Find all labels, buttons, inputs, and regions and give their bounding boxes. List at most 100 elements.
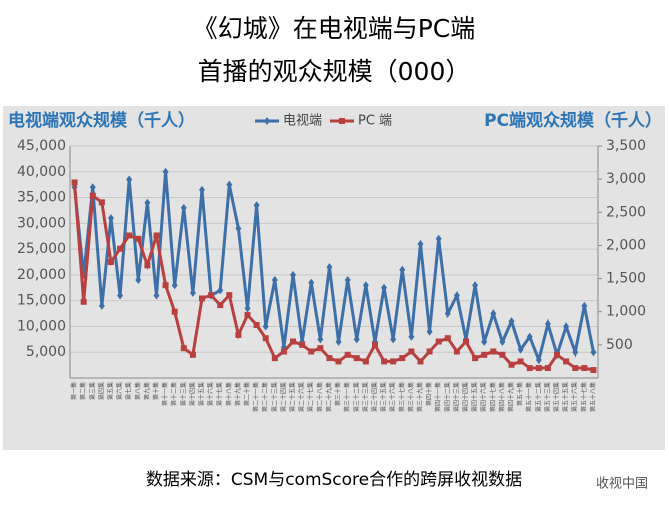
data-point — [244, 304, 251, 313]
data-point — [581, 365, 588, 372]
x-tick-label: 第三集 — [88, 382, 96, 400]
data-point — [426, 327, 433, 336]
data-point — [499, 351, 506, 358]
x-tick-label: 第二集 — [79, 382, 87, 400]
data-point — [381, 358, 388, 365]
data-point — [408, 348, 415, 355]
data-point — [563, 322, 570, 331]
data-point — [199, 295, 205, 302]
y-tick-label: 10,000 — [17, 318, 66, 334]
data-point — [472, 281, 479, 290]
data-point — [317, 345, 324, 352]
x-tick-label: 第二十四集 — [279, 382, 287, 412]
data-point — [126, 232, 133, 239]
y-tick-label: 20,000 — [17, 267, 66, 283]
data-point — [326, 263, 333, 272]
x-tick-label: 第十二集 — [170, 382, 178, 406]
data-point — [490, 309, 497, 318]
data-point — [535, 365, 542, 372]
x-tick-label: 第三十二集 — [352, 382, 360, 412]
x-tick-label: 第四十三集 — [452, 382, 460, 412]
data-point — [481, 351, 488, 358]
data-point — [89, 183, 96, 192]
x-tick-label: 第三十四集 — [370, 382, 378, 412]
x-tick-label: 第三十六集 — [389, 382, 397, 412]
x-tick-label: 第二十七集 — [307, 382, 315, 412]
x-tick-label: 第五十四集 — [553, 382, 561, 412]
data-point — [299, 341, 306, 348]
x-tick-label: 第五十六集 — [571, 382, 579, 412]
x-tick-label: 第三十八集 — [407, 382, 415, 412]
chart-subtitle: 首播的观众规模（000） — [198, 57, 471, 86]
y2-tick-label: 3,000 — [606, 171, 646, 187]
data-point — [435, 338, 442, 345]
data-point — [544, 319, 551, 328]
data-point — [135, 235, 142, 242]
y2-tick-label: 3,500 — [606, 138, 646, 154]
x-tick-label: 第七集 — [125, 382, 133, 400]
data-point — [326, 355, 333, 362]
data-point — [572, 348, 579, 357]
data-point — [517, 358, 524, 365]
y-tick-label: 45,000 — [17, 138, 66, 154]
data-point — [381, 283, 388, 292]
data-point — [399, 355, 406, 362]
x-tick-label: 第十九集 — [234, 382, 242, 406]
data-point — [353, 335, 360, 344]
x-tick-label: 第四十集 — [425, 382, 433, 406]
source-note: 数据来源：CSM与comScore合作的跨屏收视数据 — [146, 470, 522, 490]
data-point — [554, 351, 561, 358]
data-point — [444, 309, 451, 318]
chart-title: 《幻城》在电视端与PC端 — [193, 14, 476, 43]
data-point — [590, 367, 597, 374]
data-point — [271, 355, 278, 362]
x-tick-label: 第二十八集 — [316, 382, 324, 412]
data-point — [144, 262, 151, 269]
y-axis-title: 电视端观众规模（千人） — [8, 110, 195, 131]
data-point — [226, 180, 233, 189]
x-tick-label: 第五十七集 — [580, 382, 588, 412]
data-point — [390, 358, 397, 365]
legend-label: PC 端 — [358, 114, 392, 129]
data-point — [244, 312, 251, 319]
x-tick-label: 第四十九集 — [507, 382, 515, 412]
data-point — [171, 308, 178, 315]
x-tick-label: 第四十一集 — [434, 382, 442, 412]
data-point — [262, 335, 269, 342]
x-tick-label: 第五十二集 — [534, 382, 542, 412]
series-line — [73, 171, 595, 365]
data-point — [217, 286, 224, 295]
x-tick-label: 第五十一集 — [525, 382, 533, 412]
x-tick-label: 第二十九集 — [325, 382, 333, 412]
x-tick-label: 第九集 — [143, 382, 151, 400]
data-point — [563, 358, 570, 365]
data-point — [535, 355, 542, 364]
data-point — [162, 282, 169, 289]
data-point — [208, 292, 215, 299]
data-point — [335, 337, 342, 346]
x-tick-label: 第四十六集 — [480, 382, 488, 412]
y-tick-label: 5,000 — [26, 344, 66, 360]
data-point — [71, 179, 78, 186]
data-point — [408, 332, 415, 341]
x-tick-label: 第四十八集 — [498, 382, 506, 412]
data-point — [171, 281, 178, 290]
x-tick-label: 第五十三集 — [543, 382, 551, 412]
x-tick-label: 第十五集 — [198, 382, 206, 406]
data-point — [353, 355, 360, 362]
x-tick-label: 第十四集 — [188, 382, 196, 406]
y2-axis-title: PC端观众规模（千人） — [484, 110, 662, 131]
x-tick-label: 第四十五集 — [471, 382, 479, 412]
data-point — [80, 298, 87, 305]
x-tick-label: 第二十五集 — [289, 382, 297, 412]
data-point — [290, 270, 297, 279]
data-point — [526, 332, 533, 341]
x-tick-label: 第十一集 — [161, 382, 169, 406]
data-point — [508, 317, 515, 326]
legend-label: 电视端 — [283, 114, 322, 129]
x-tick-label: 第十六集 — [207, 382, 215, 406]
data-point — [453, 348, 460, 355]
series-line — [73, 182, 594, 372]
x-tick-label: 第十七集 — [216, 382, 224, 406]
data-point — [180, 203, 187, 212]
